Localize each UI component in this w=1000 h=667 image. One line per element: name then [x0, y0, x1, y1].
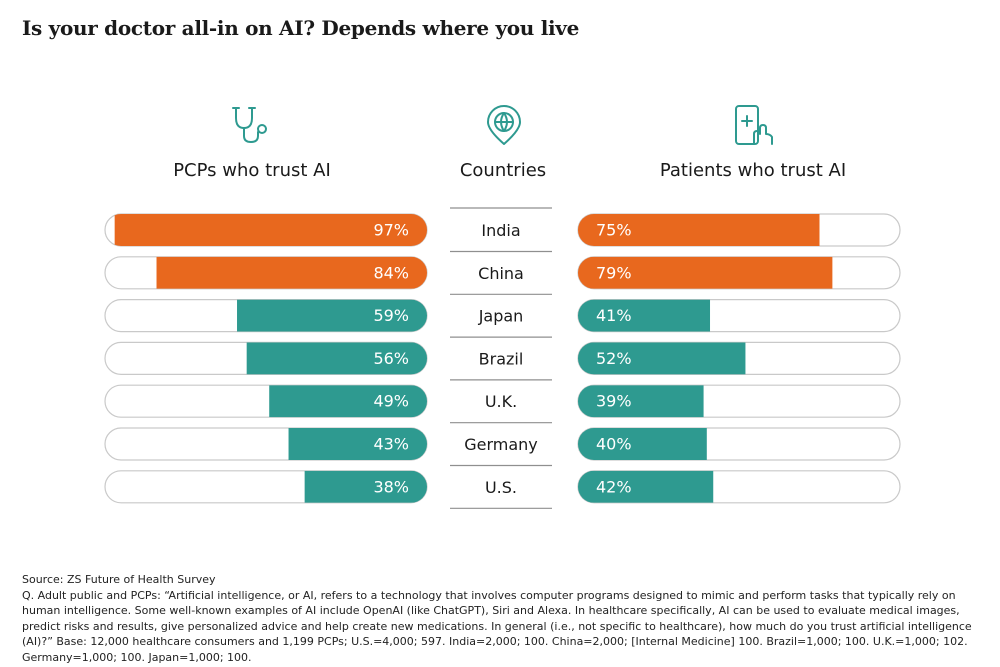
country-label: Germany	[464, 435, 538, 454]
patient-bar-us	[578, 470, 714, 503]
country-label: U.S.	[485, 478, 517, 497]
country-label: India	[481, 221, 520, 240]
patient-value-label: 52%	[596, 349, 632, 368]
pcp-bar-india	[114, 214, 427, 246]
globe-location-icon	[487, 105, 521, 145]
pcp-bar-germany	[288, 428, 427, 460]
patient-bar-brazil	[578, 342, 746, 375]
patient-bar-japan	[578, 299, 711, 332]
pcp-column-header: PCPs who trust AI	[173, 160, 331, 181]
patient-bar-uk	[578, 385, 704, 418]
countries-column-header: Countries	[459, 160, 547, 181]
pcp-bar-us	[304, 470, 427, 503]
patient-bar-germany	[578, 428, 707, 460]
patient-value-label: 39%	[596, 392, 632, 411]
patient-value-label: 41%	[596, 306, 632, 325]
patient-value-label: 42%	[596, 477, 632, 496]
bar-chart: 97% 75% India 84% 79% China 59% 41% Japan 56% 52% B…	[104, 207, 901, 509]
pcp-bar-brazil	[246, 342, 427, 375]
pcp-bar-china	[156, 256, 427, 289]
country-label: Japan	[478, 307, 524, 326]
patients-column-header: Patients who trust AI	[659, 160, 847, 181]
patient-value-label: 75%	[596, 221, 632, 240]
footnote: Source: ZS Future of Health Survey Q. Ad…	[22, 572, 982, 665]
medical-phone-icon	[735, 105, 773, 145]
country-label: U.K.	[485, 392, 517, 411]
pcp-value-label: 97%	[373, 221, 409, 240]
patient-bar-india	[578, 214, 820, 246]
stethoscope-icon	[232, 107, 267, 143]
source-note: Source: ZS Future of Health Survey	[22, 573, 216, 586]
survey-question-note: Q. Adult public and PCPs: “Artificial in…	[22, 588, 972, 664]
pcp-value-label: 38%	[373, 477, 409, 496]
pcp-bar-uk	[269, 385, 427, 418]
pcp-bar-japan	[237, 299, 427, 332]
pcp-value-label: 43%	[373, 435, 409, 454]
pcp-value-label: 49%	[373, 392, 409, 411]
pcp-value-label: 59%	[373, 306, 409, 325]
country-label: Brazil	[479, 349, 524, 368]
country-label: China	[478, 264, 524, 283]
patient-value-label: 79%	[596, 263, 632, 282]
pcp-value-label: 84%	[373, 263, 409, 282]
patient-bar-china	[578, 256, 833, 289]
patient-value-label: 40%	[596, 435, 632, 454]
pcp-value-label: 56%	[373, 349, 409, 368]
chart-title: Is your doctor all-in on AI? Depends whe…	[22, 16, 580, 40]
